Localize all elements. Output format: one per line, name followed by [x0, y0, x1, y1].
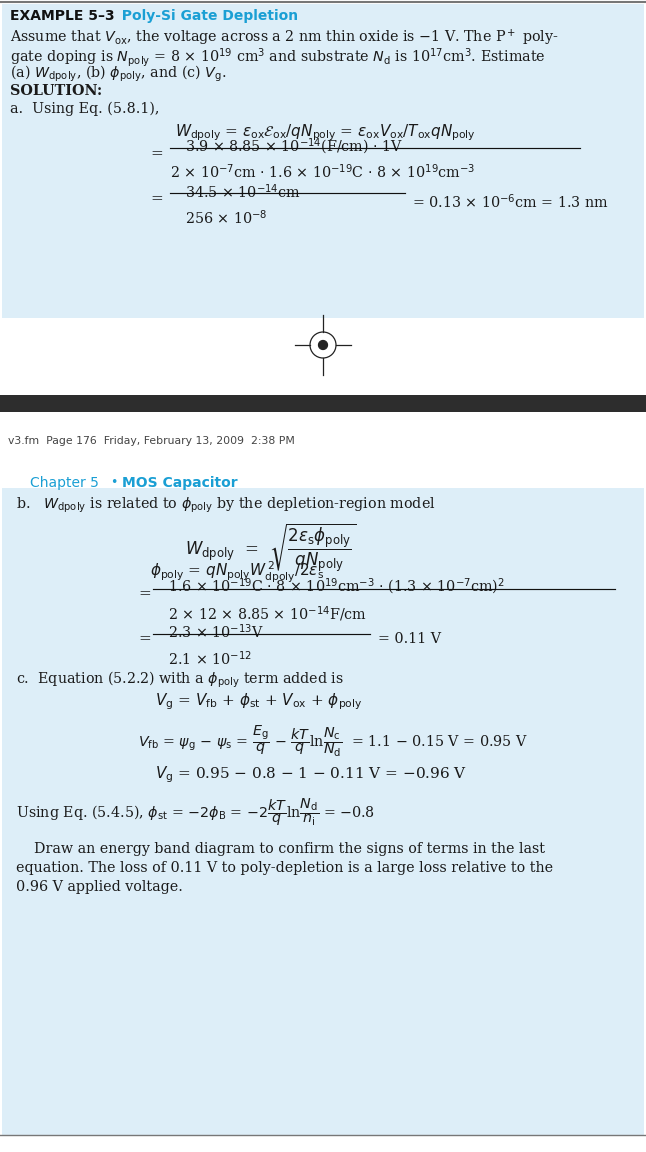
Text: gate doping is $N_{\rm poly}$ = 8 $\times$ 10$^{19}$ cm$^3$ and substrate $N_{\r: gate doping is $N_{\rm poly}$ = 8 $\time…: [10, 46, 545, 69]
Text: = 0.11 V: = 0.11 V: [378, 632, 441, 646]
Text: =: =: [138, 588, 151, 601]
Text: 2 $\times$ 12 $\times$ 8.85 $\times$ 10$^{-14}$F/cm: 2 $\times$ 12 $\times$ 8.85 $\times$ 10$…: [168, 604, 367, 623]
Text: = 0.13 $\times$ 10$^{-6}$cm = 1.3 nm: = 0.13 $\times$ 10$^{-6}$cm = 1.3 nm: [412, 192, 609, 211]
Text: •: •: [110, 476, 118, 488]
Text: $\phi_{\rm poly}$ = $qN_{\rm poly}W_{\rm dpoly}^{\,2}/2\varepsilon_{\rm s}$: $\phi_{\rm poly}$ = $qN_{\rm poly}W_{\rm…: [150, 560, 324, 585]
Text: 256 $\times$ 10$^{-8}$: 256 $\times$ 10$^{-8}$: [185, 209, 267, 227]
Text: $V_{\rm g}$ = $V_{\rm fb}$ + $\phi_{\rm st}$ + $V_{\rm ox}$ + $\phi_{\rm poly}$: $V_{\rm g}$ = $V_{\rm fb}$ + $\phi_{\rm …: [155, 691, 362, 712]
Text: c.  Equation (5.2.2) with a $\phi_{\rm poly}$ term added is: c. Equation (5.2.2) with a $\phi_{\rm po…: [16, 670, 344, 690]
Bar: [0, 395, 646, 412]
Text: 2.1 $\times$ 10$^{-12}$: 2.1 $\times$ 10$^{-12}$: [168, 649, 252, 668]
Text: $V_{\rm g}$ = 0.95 $-$ 0.8 $-$ 1 $-$ 0.11 V = $-$0.96 V: $V_{\rm g}$ = 0.95 $-$ 0.8 $-$ 1 $-$ 0.1…: [155, 764, 467, 785]
Text: 1.6 $\times$ 10$^{-19}$C $\cdot$ 8 $\times$ 10$^{19}$cm$^{-3}$ $\cdot$ (1.3 $\ti: 1.6 $\times$ 10$^{-19}$C $\cdot$ 8 $\tim…: [168, 577, 505, 597]
Text: $W_{\rm dpoly}$  =  $\sqrt{\dfrac{2\varepsilon_{\rm s}\phi_{\rm poly}}{qN_{\rm p: $W_{\rm dpoly}$ = $\sqrt{\dfrac{2\vareps…: [185, 522, 356, 574]
Text: Draw an energy band diagram to confirm the signs of terms in the last: Draw an energy band diagram to confirm t…: [16, 842, 545, 856]
Bar: [2, 488, 644, 1136]
Text: $V_{\rm fb}$ = $\psi_{\rm g}$ $-$ $\psi_{\rm s}$ = $\dfrac{E_{\rm g}}{q}$ $-$ $\: $V_{\rm fb}$ = $\psi_{\rm g}$ $-$ $\psi_…: [138, 723, 528, 759]
Text: 2 $\times$ 10$^{-7}$cm $\cdot$ 1.6 $\times$ 10$^{-19}$C $\cdot$ 8 $\times$ 10$^{: 2 $\times$ 10$^{-7}$cm $\cdot$ 1.6 $\tim…: [170, 162, 475, 181]
Text: =: =: [150, 147, 163, 161]
Text: 3.9 $\times$ 8.85 $\times$ 10$^{-14}$(F/cm) $\cdot$ 1V: 3.9 $\times$ 8.85 $\times$ 10$^{-14}$(F/…: [185, 137, 403, 158]
Bar: [2, 3, 644, 318]
Text: MOS Capacitor: MOS Capacitor: [122, 476, 238, 490]
Text: Assume that $V_{\rm ox}$, the voltage across a 2 nm thin oxide is $-$1 V. The P$: Assume that $V_{\rm ox}$, the voltage ac…: [10, 28, 559, 48]
Text: a.  Using Eq. (5.8.1),: a. Using Eq. (5.8.1),: [10, 103, 160, 116]
Text: v3.fm  Page 176  Friday, February 13, 2009  2:38 PM: v3.fm Page 176 Friday, February 13, 2009…: [8, 435, 295, 446]
Text: 0.96 V applied voltage.: 0.96 V applied voltage.: [16, 880, 183, 894]
Text: =: =: [150, 192, 163, 206]
Text: equation. The loss of 0.11 V to poly-depletion is a large loss relative to the: equation. The loss of 0.11 V to poly-dep…: [16, 861, 553, 876]
Text: EXAMPLE 5–3: EXAMPLE 5–3: [10, 9, 114, 23]
Circle shape: [318, 341, 328, 349]
Text: (a) $W_{\rm dpoly}$, (b) $\phi_{\rm poly}$, and (c) $V_{\rm g}$.: (a) $W_{\rm dpoly}$, (b) $\phi_{\rm poly…: [10, 65, 227, 84]
Text: SOLUTION:: SOLUTION:: [10, 84, 102, 98]
Text: Chapter 5: Chapter 5: [30, 476, 99, 490]
Text: Poly-Si Gate Depletion: Poly-Si Gate Depletion: [112, 9, 298, 23]
Text: =: =: [138, 632, 151, 646]
Text: Using Eq. (5.4.5), $\phi_{\rm st}$ = $-2\phi_{\rm B}$ = $-2\dfrac{kT}{q}$ln$\dfr: Using Eq. (5.4.5), $\phi_{\rm st}$ = $-2…: [16, 796, 375, 828]
Text: 34.5 $\times$ 10$^{-14}$cm: 34.5 $\times$ 10$^{-14}$cm: [185, 182, 300, 200]
Text: $W_{\rm dpoly}$ = $\varepsilon_{\rm ox}\mathcal{E}_{\rm ox}/qN_{\rm poly}$ = $\v: $W_{\rm dpoly}$ = $\varepsilon_{\rm ox}\…: [175, 122, 476, 143]
Text: 2.3 $\times$ 10$^{-13}$V: 2.3 $\times$ 10$^{-13}$V: [168, 622, 264, 641]
Text: b.   $W_{\rm dpoly}$ is related to $\phi_{\rm poly}$ by the depletion-region mod: b. $W_{\rm dpoly}$ is related to $\phi_{…: [16, 497, 435, 515]
